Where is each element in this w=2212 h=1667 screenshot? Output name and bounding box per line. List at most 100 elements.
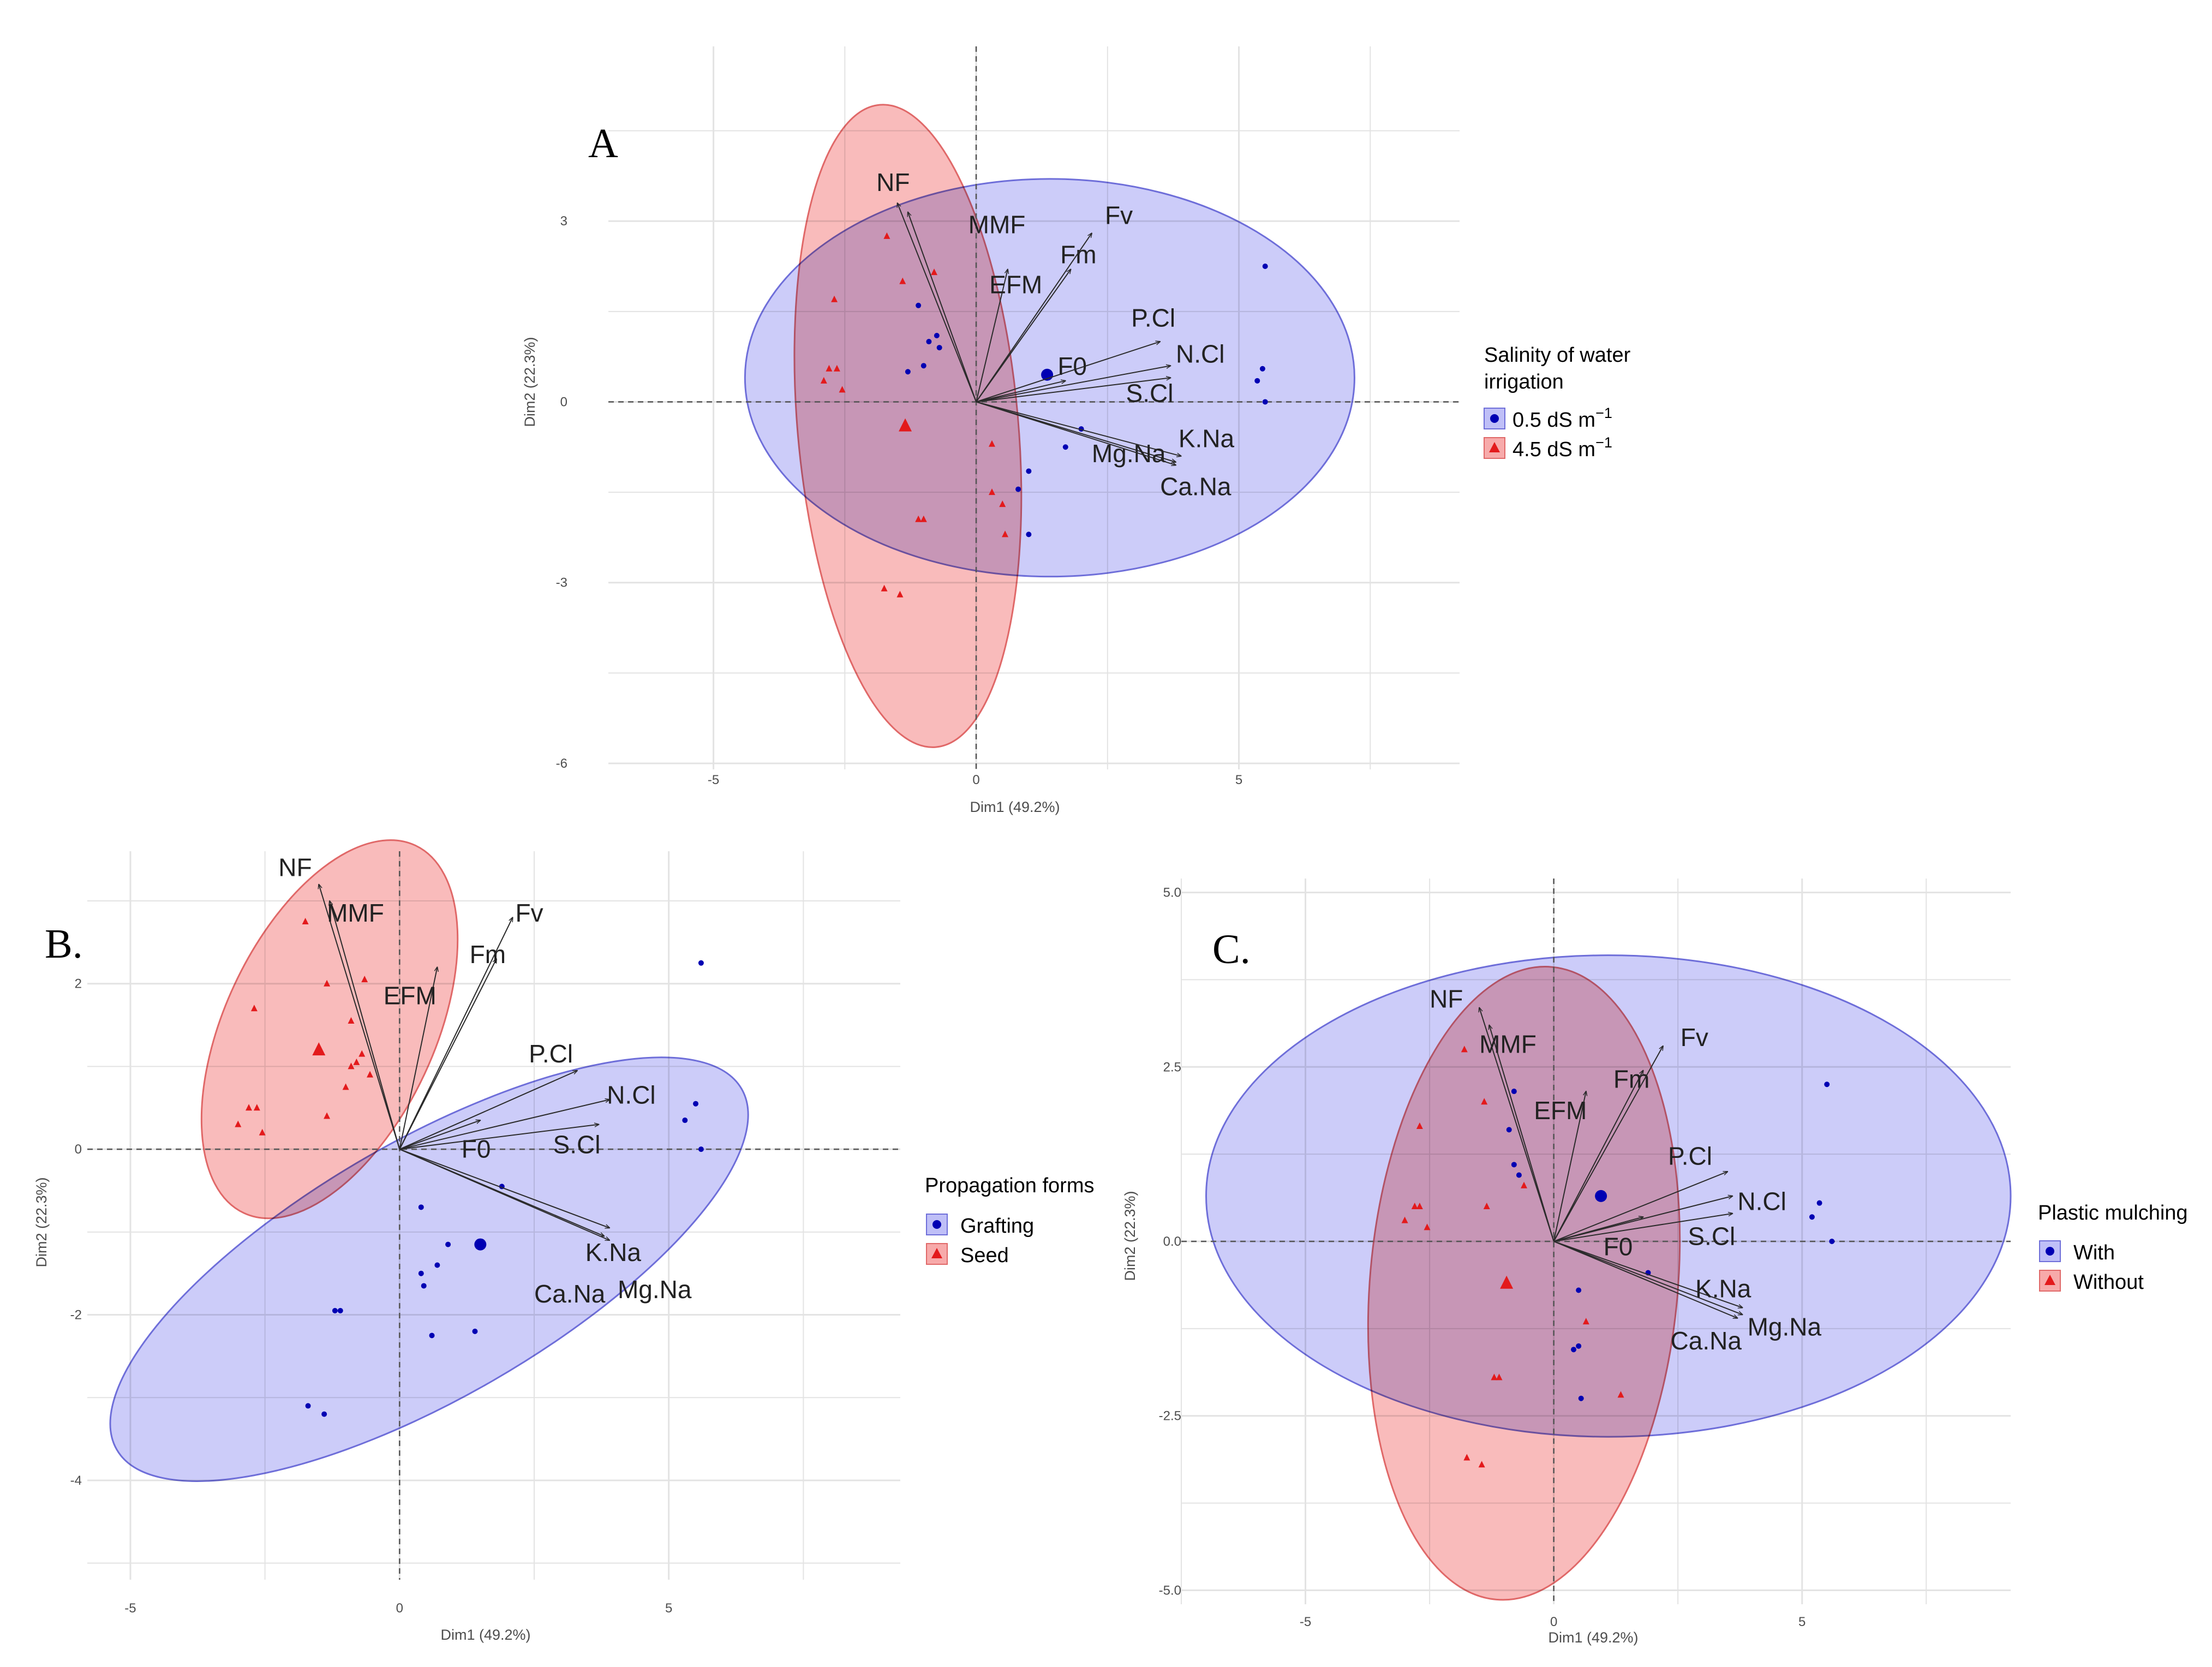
panel-c-data-point-group1 <box>1576 1343 1582 1349</box>
panel-b-legend-label-2: Seed <box>960 1244 1009 1267</box>
panel-a-data-point-group1 <box>1254 378 1260 384</box>
panel-c-loading-arrow-mmf <box>1489 1025 1555 1242</box>
panel-b-data-point-group2 <box>353 1058 360 1065</box>
panel-c-data-point-group2 <box>1463 1454 1470 1461</box>
panel-c-legend-triangle-marker <box>2044 1275 2055 1285</box>
panel-b-data-point-group2 <box>367 1071 374 1078</box>
panel-c-legend-title: Plastic mulching <box>2038 1202 2188 1224</box>
panel-a-variable-label-s-cl: S.Cl <box>1126 379 1174 407</box>
panel-a-legend-label-2: 4.5 dS m−1 <box>1512 434 1612 461</box>
panel-c-x-tick-label: 0 <box>1550 1615 1557 1629</box>
panel-a-data-point-group1 <box>1062 444 1068 450</box>
panel-c-y-tick-label: 5.0 <box>1163 886 1181 900</box>
panel-a-variable-label-mg-na: Mg.Na <box>1092 439 1166 468</box>
panel-a-variable-label-mmf: MMF <box>969 210 1026 238</box>
panel-a-legend-circle-marker <box>1490 414 1499 423</box>
panel-a-legend-triangle-marker <box>1489 442 1500 452</box>
panel-b-loading-arrow-ca-na <box>399 1149 604 1236</box>
panel-b-data-point-group1 <box>332 1307 338 1313</box>
panel-c-x-axis-title: Dim1 (49.2%) <box>1548 1629 1638 1646</box>
panel-b-loading-arrow-s-cl <box>399 1125 599 1150</box>
panel-a-data-point-group1 <box>1262 399 1268 405</box>
panel-b-variable-label-mg-na: Mg.Na <box>618 1275 692 1304</box>
panel-a-data-point-group2 <box>988 440 995 447</box>
panel-b-group-centroid-1 <box>474 1238 487 1251</box>
panel-a-variable-label-p-cl: P.Cl <box>1131 303 1175 332</box>
panel-c-variable-label-nf: NF <box>1430 985 1463 1013</box>
panel-c-data-point-group1 <box>1816 1200 1822 1206</box>
panel-b-data-point-group1 <box>698 1146 704 1152</box>
panel-a-data-point-group2 <box>833 365 840 372</box>
panel-a-loading-arrow-f0 <box>976 381 1066 403</box>
panel-b-loading-arrow-k-na <box>399 1149 609 1228</box>
panel-b-x-tick-label: 5 <box>665 1601 672 1616</box>
panel-b-data-point-group2 <box>358 1050 366 1057</box>
panel-a-variable-label-ca-na: Ca.Na <box>1160 473 1231 501</box>
panel-c: -5 0 5 -5.0 -2.5 0.0 2.5 5.0 NF MMF EFM Fm Fv P.Cl N.C… <box>1122 879 2188 1646</box>
panel-a-variable-label-n-cl: N.Cl <box>1176 340 1224 368</box>
panel-c-variable-label-n-cl: N.Cl <box>1737 1187 1786 1215</box>
panel-c-data-point-group1 <box>1571 1347 1577 1353</box>
panel-b-data-point-group2 <box>348 1062 355 1069</box>
panel-b-variable-label-s-cl: S.Cl <box>553 1131 601 1159</box>
panel-b-data-point-group2 <box>324 1112 331 1119</box>
panel-b-loading-arrow-fm <box>399 959 497 1150</box>
panel-c-legend-label-1: With <box>2073 1241 2115 1264</box>
panel-c-loading-arrow-k-na <box>1553 1241 1743 1307</box>
panel-a-data-point-group2 <box>988 488 995 495</box>
panel-a-data-point-group1 <box>1026 531 1032 537</box>
panel-a-data-point-group1 <box>934 333 940 338</box>
panel-b-variable-label-nf: NF <box>278 853 312 882</box>
panel-c-plot: -5 0 5 -5.0 -2.5 0.0 2.5 5.0 NF MMF EFM Fm Fv P.Cl N.C… <box>1159 879 2012 1629</box>
panel-b-legend-triangle-marker <box>931 1248 942 1258</box>
panel-c-loading-arrow-s-cl <box>1553 1214 1733 1242</box>
panel-c-data-point-group1 <box>1824 1082 1830 1088</box>
panel-b-legend-circle-marker <box>932 1220 941 1229</box>
panel-b-data-point-group1 <box>682 1118 688 1124</box>
panel-b-y-tick-label: 2 <box>75 977 82 991</box>
panel-b-data-point-group1 <box>337 1307 343 1313</box>
panel-c-variable-label-s-cl: S.Cl <box>1688 1222 1735 1250</box>
panel-a-x-tick-label: 5 <box>1235 773 1242 787</box>
panel-c-group-centroid-1 <box>1595 1190 1607 1202</box>
panel-a-data-point-group2 <box>920 515 927 522</box>
panel-a-data-point-group1 <box>1259 366 1265 372</box>
panel-c-loading-arrow-nf <box>1479 1008 1555 1242</box>
panel-a-y-tick-label: -6 <box>556 756 567 771</box>
panel-b-data-point-group2 <box>302 917 309 924</box>
panel-c-data-point-group2 <box>1416 1203 1423 1210</box>
panel-b-legend-label-1: Grafting <box>960 1215 1034 1238</box>
panel-c-data-point-group2 <box>1617 1391 1624 1398</box>
panel-c-data-point-group2 <box>1481 1098 1488 1105</box>
panel-c-loading-arrow-efm <box>1553 1091 1586 1242</box>
panel-c-legend: Plastic mulching With Without <box>2038 1202 2188 1294</box>
panel-a-loading-arrow-n-cl <box>976 366 1170 403</box>
panel-a-data-point-group2 <box>931 268 938 276</box>
panel-c-x-tick-label: 5 <box>1798 1615 1806 1629</box>
panel-b-loading-arrow-efm <box>399 967 437 1150</box>
panel-b-legend-title: Propagation forms <box>925 1174 1095 1197</box>
panel-a-data-point-group1 <box>916 302 922 308</box>
panel-b-loading-arrow-n-cl <box>399 1100 609 1150</box>
panel-a-data-point-group2 <box>883 232 890 239</box>
panel-b-loading-arrow-p-cl <box>399 1071 577 1150</box>
panel-c-variable-label-fm: Fm <box>1613 1065 1649 1094</box>
panel-c-loading-arrow-fm <box>1553 1071 1643 1242</box>
panel-a-loading-arrow-fv <box>976 233 1092 403</box>
panel-a-loading-arrow-p-cl <box>976 342 1160 403</box>
panel-b-x-tick-label: -5 <box>124 1601 136 1616</box>
panel-b-variable-label-efm: EFM <box>384 982 437 1010</box>
panel-a-data-point-group1 <box>1015 486 1021 492</box>
panel-b-loading-arrow-f0 <box>399 1120 480 1150</box>
panel-c-x-tick-label: -5 <box>1300 1615 1311 1629</box>
panel-a-variable-label-k-na: K.Na <box>1179 424 1235 452</box>
panel-a-variable-label-f0: F0 <box>1057 352 1087 380</box>
panel-c-data-point-group1 <box>1516 1172 1522 1178</box>
panel-b-data-point-group2 <box>235 1120 242 1127</box>
panel-c-data-point-group1 <box>1511 1089 1517 1095</box>
panel-b-data-point-group2 <box>342 1083 349 1090</box>
panel-a-data-point-group2 <box>1002 530 1009 537</box>
panel-b-x-axis-title: Dim1 (49.2%) <box>440 1627 530 1643</box>
panel-a-data-point-group2 <box>899 277 906 284</box>
